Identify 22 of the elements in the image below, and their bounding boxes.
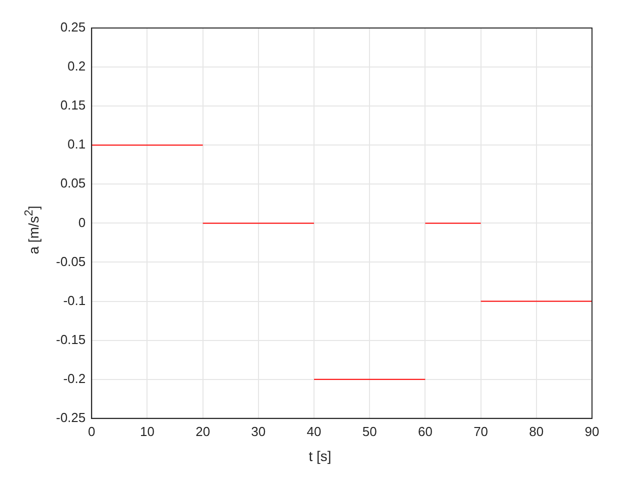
y-tick-label: 0.1 (68, 136, 86, 152)
y-tick-label: 0 (78, 214, 86, 230)
y-tick-label: 0.15 (60, 98, 86, 113)
y-tick-label: 0.05 (60, 176, 86, 191)
x-tick-label: 50 (362, 424, 377, 439)
y-tick-label: -0.15 (56, 332, 86, 347)
y-tick-label: -0.25 (56, 410, 86, 425)
x-tick-label: 10 (140, 424, 154, 439)
x-tick-label: 40 (306, 424, 322, 439)
y-tick-label: -0.1 (63, 292, 86, 308)
x-tick-label: 20 (196, 424, 210, 439)
y-tick-label: -0.2 (63, 370, 86, 386)
y-tick-label: 0.25 (60, 20, 86, 35)
x-tick-label: 70 (474, 424, 488, 439)
x-tick-label: 80 (529, 424, 544, 439)
x-tick-label: 90 (584, 424, 600, 439)
y-tick-label: 0.2 (68, 58, 86, 74)
x-axis-title: t [s] (308, 448, 332, 464)
x-tick-label: 30 (251, 424, 266, 439)
x-tick-label: 0 (88, 424, 96, 439)
y-tick-label: -0.05 (56, 254, 86, 269)
x-tick-label: 60 (418, 424, 432, 439)
